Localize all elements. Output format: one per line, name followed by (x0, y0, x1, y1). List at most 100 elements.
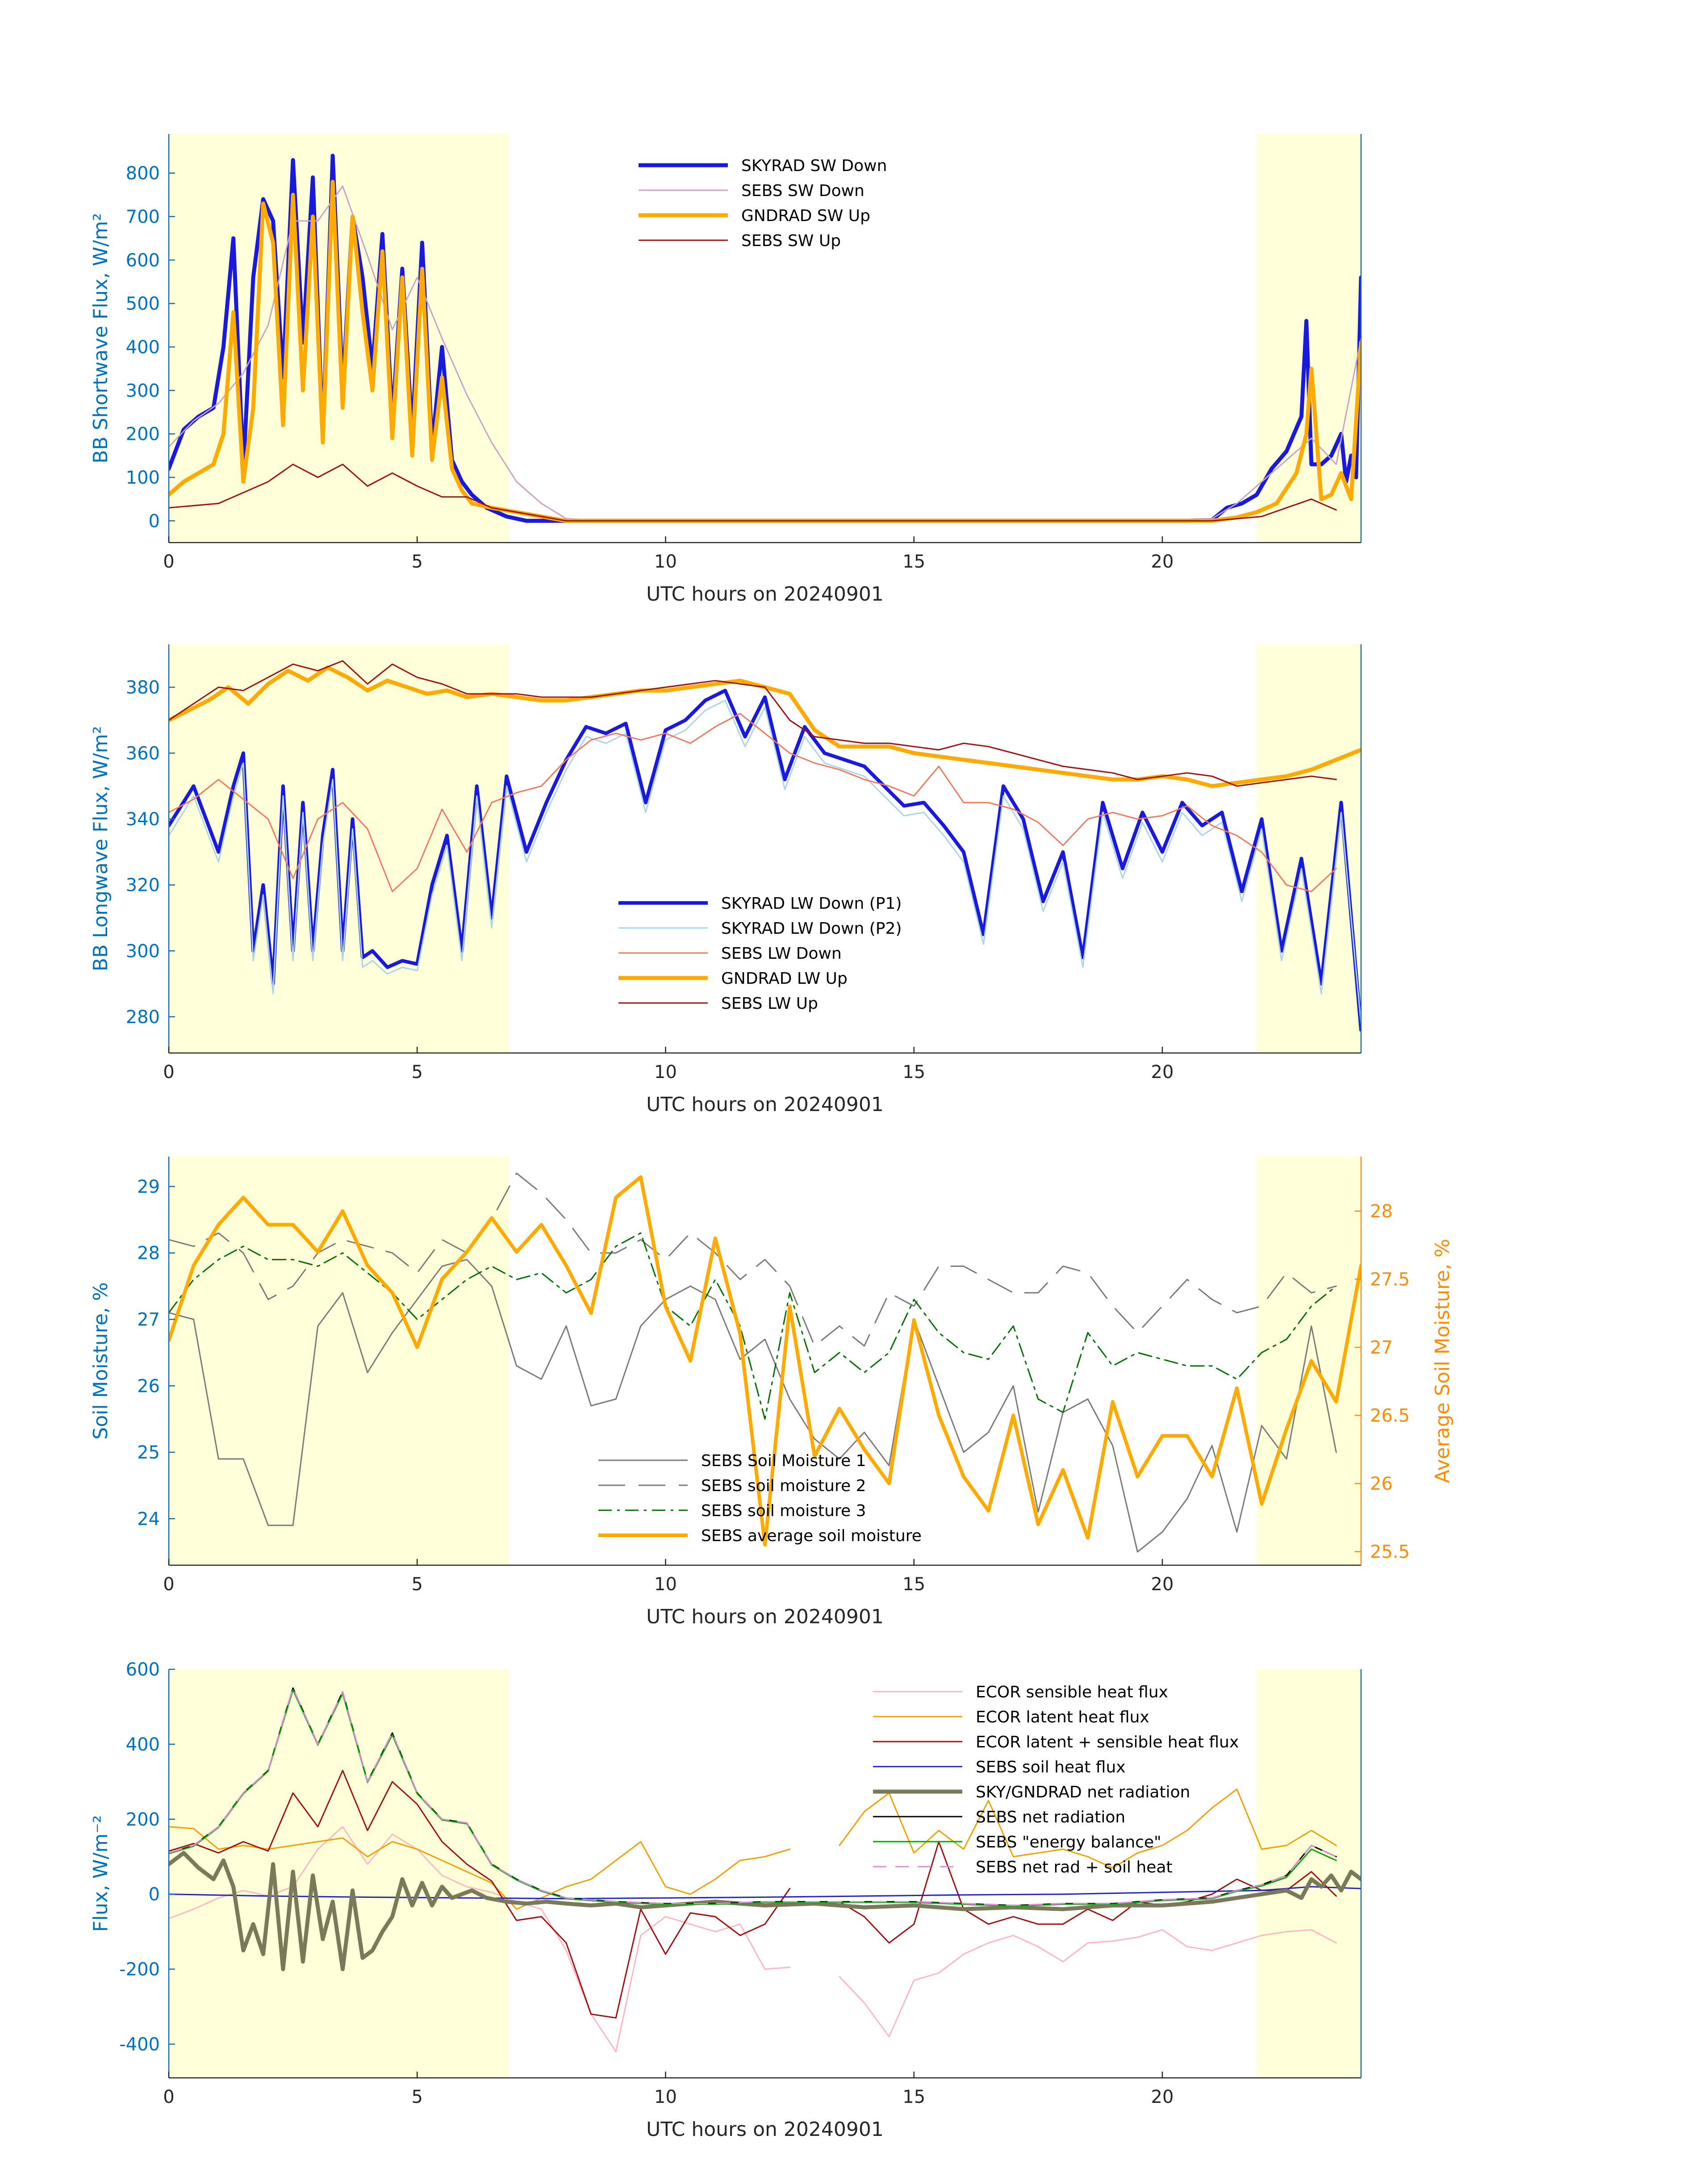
legend-label: SEBS soil moisture 2 (701, 1477, 866, 1495)
y-right-tick-label: 28 (1370, 1201, 1393, 1222)
x-tick-label: 0 (163, 1062, 174, 1082)
x-tick-label: 20 (1151, 1062, 1174, 1082)
y-right-tick-label: 26.5 (1370, 1406, 1410, 1426)
x-tick-label: 10 (654, 552, 677, 572)
y-tick-label: 0 (149, 511, 160, 531)
legend-label: ECOR latent + sensible heat flux (976, 1733, 1239, 1751)
y-tick-label: 26 (137, 1376, 160, 1396)
legend-label: SKYRAD LW Down (P2) (721, 919, 902, 938)
legend-label: SEBS LW Up (721, 994, 818, 1013)
series-line-longwave-2 (169, 713, 1337, 892)
y-tick-label: 500 (126, 294, 160, 314)
y-tick-label: 600 (126, 1659, 160, 1680)
y-tick-label: 300 (126, 941, 160, 961)
legend-label: GNDRAD LW Up (721, 969, 848, 988)
x-tick-label: 20 (1151, 2087, 1174, 2107)
series-group (169, 660, 1361, 1032)
legend-label: ECOR latent heat flux (976, 1708, 1149, 1726)
night-shading (169, 644, 509, 1053)
chart-soil: 0 5 10 15 20 UTC hours on 20240901 24 25 26 27 28 2… (89, 1157, 1454, 1628)
y-tick-label: 24 (137, 1509, 160, 1529)
y-tick-label: 360 (126, 744, 160, 764)
y-tick-label: 27 (137, 1310, 160, 1330)
legend-label: ECOR sensible heat flux (976, 1683, 1168, 1701)
x-tick-label: 15 (902, 1062, 925, 1082)
night-shading (169, 1669, 509, 2078)
y-tick-label: 200 (126, 424, 160, 445)
series-line-energy-7 (169, 1687, 1337, 1906)
series-line-soil-0 (169, 1259, 1337, 1553)
y-tick-label: 800 (126, 163, 160, 184)
series-line-soil-3 (169, 1175, 1361, 1547)
x-tick-label: 15 (902, 1574, 925, 1595)
y-tick-label: 320 (126, 875, 160, 896)
series-group (169, 1172, 1361, 1553)
y-right-tick-label: 27 (1370, 1337, 1393, 1358)
legend: ECOR sensible heat flux ECOR latent heat … (873, 1683, 1239, 1876)
x-tick-label: 5 (412, 1062, 423, 1082)
x-tick-label: 5 (412, 2087, 423, 2107)
x-tick-label: 10 (654, 1062, 677, 1082)
y-tick-label: 280 (126, 1007, 160, 1028)
y-axis-label: Soil Moisture, % (89, 1282, 112, 1439)
legend-label: SEBS net rad + soil heat (976, 1858, 1173, 1876)
y-tick-label: 380 (126, 677, 160, 698)
series-line-longwave-1 (169, 699, 1361, 1024)
legend-label: GNDRAD SW Up (741, 207, 870, 225)
series-line-soil-2 (169, 1232, 1337, 1420)
series-group (169, 154, 1361, 523)
series-line-shortwave-3 (169, 464, 1337, 522)
legend-label: SEBS LW Down (721, 944, 842, 963)
legend-label: SEBS soil heat flux (976, 1758, 1126, 1776)
y-tick-label: 400 (126, 1734, 160, 1755)
legend-label: SEBS SW Up (741, 232, 841, 250)
series-line-shortwave-1 (169, 185, 1361, 522)
x-tick-label: 0 (163, 2087, 174, 2107)
x-tick-label: 15 (902, 552, 925, 572)
y-tick-label: 0 (149, 1885, 160, 1905)
y-axis-label: Flux, W/m⁻² (89, 1815, 112, 1932)
y-tick-label: 600 (126, 250, 160, 271)
x-tick-label: 15 (902, 2087, 925, 2107)
x-axis-label: UTC hours on 20240901 (646, 1605, 884, 1628)
y-tick-label: 200 (126, 1809, 160, 1830)
legend-label: SKYRAD SW Down (741, 157, 887, 175)
chart-energy: 0 5 10 15 20 UTC hours on 20240901 -400 -200 0 20… (89, 1659, 1362, 2141)
series-line-shortwave-0 (169, 154, 1361, 523)
legend-label: SKY/GNDRAD net radiation (976, 1783, 1190, 1801)
y-right-axis-label: Average Soil Moisture, % (1431, 1239, 1454, 1483)
x-tick-label: 5 (412, 552, 423, 572)
series-line-energy-3 (169, 1886, 1361, 1900)
y-tick-label: -200 (119, 1960, 160, 1980)
series-line-energy-0 (169, 1826, 1337, 2052)
x-tick-label: 10 (654, 2087, 677, 2107)
y-right-tick-label: 25.5 (1370, 1542, 1410, 1563)
series-line-longwave-4 (169, 660, 1337, 787)
y-tick-label: 340 (126, 809, 160, 830)
y-tick-label: 100 (126, 468, 160, 488)
y-tick-label: 300 (126, 380, 160, 401)
y-tick-label: 700 (126, 207, 160, 227)
y-right-tick-label: 27.5 (1370, 1270, 1410, 1290)
legend: SEBS Soil Moisture 1 SEBS soil moisture 2… (598, 1452, 922, 1545)
legend-label: SEBS net radiation (976, 1808, 1125, 1826)
legend-label: SEBS soil moisture 3 (701, 1502, 866, 1520)
legend-label: SEBS SW Down (741, 182, 864, 200)
x-tick-label: 20 (1151, 1574, 1174, 1595)
x-axis-label: UTC hours on 20240901 (646, 2118, 884, 2141)
y-tick-label: 28 (137, 1243, 160, 1264)
series-line-energy-1 (169, 1788, 1337, 1910)
y-tick-label: -400 (119, 2034, 160, 2055)
y-axis-label: BB Shortwave Flux, W/m² (89, 213, 112, 464)
x-axis-label: UTC hours on 20240901 (646, 583, 884, 606)
legend-label: SEBS Soil Moisture 1 (701, 1452, 866, 1470)
series-line-longwave-0 (169, 689, 1361, 1032)
legend: SKYRAD SW Down SEBS SW Down GNDRAD SW Up SE… (639, 157, 887, 250)
legend-label: SEBS average soil moisture (701, 1527, 922, 1545)
series-line-shortwave-2 (169, 180, 1361, 523)
y-tick-label: 25 (137, 1442, 160, 1463)
x-tick-label: 0 (163, 1574, 174, 1595)
series-group (169, 1687, 1361, 2052)
series-line-soil-1 (169, 1172, 1337, 1347)
